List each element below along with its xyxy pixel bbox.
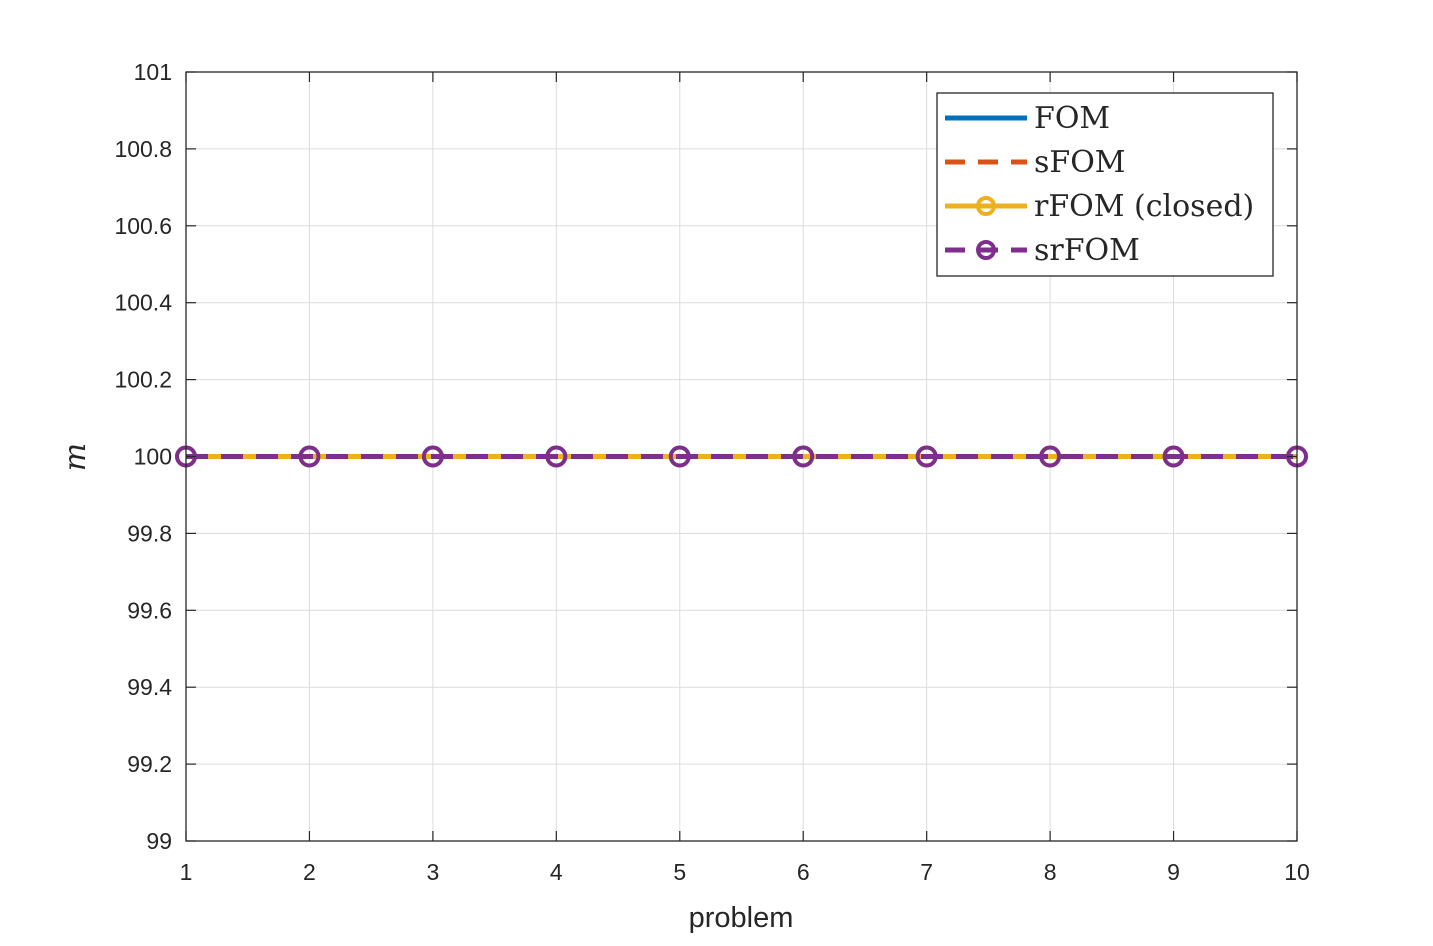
x-tick-label: 9 [1167, 859, 1180, 885]
series-point [668, 445, 691, 468]
series-point [298, 445, 321, 468]
y-tick-label: 100.8 [114, 136, 172, 162]
y-tick-label: 100.6 [114, 213, 172, 239]
y-tick-label: 101 [134, 59, 172, 85]
legend-swatch-marker [976, 196, 996, 216]
y-tick-label: 99 [146, 828, 172, 854]
y-tick-label: 99.8 [127, 520, 172, 546]
y-tick-label: 99.6 [127, 597, 172, 623]
legend-label: srFOM [1034, 233, 1140, 268]
series-point [792, 445, 815, 468]
x-tick-label: 8 [1044, 859, 1057, 885]
x-axis-label: problem [689, 902, 794, 934]
legend-swatch-marker [976, 240, 996, 260]
legend: FOM sFOM rFOM (closed) srFOM [936, 92, 1274, 277]
y-tick-label: 99.4 [127, 674, 172, 700]
legend-label: rFOM (closed) [1034, 189, 1254, 224]
y-tick-label: 100 [134, 444, 172, 470]
x-tick-label: 6 [797, 859, 810, 885]
x-tick-label: 2 [303, 859, 316, 885]
x-tick-label: 1 [180, 859, 193, 885]
x-tick-label: 4 [550, 859, 563, 885]
y-tick-label: 100.2 [114, 367, 172, 393]
series-point [421, 445, 444, 468]
series-point [545, 445, 568, 468]
x-tick-label: 5 [673, 859, 686, 885]
series-point [1039, 445, 1062, 468]
x-tick-label: 3 [426, 859, 439, 885]
y-axis-label: m [58, 443, 93, 471]
x-tick-label: 10 [1284, 859, 1310, 885]
y-tick-labels: 99 99.2 99.4 99.6 99.8 100 100.2 100.4 100.6 100.… [114, 59, 172, 854]
y-tick-label: 99.2 [127, 751, 172, 777]
series-point [915, 445, 938, 468]
legend-label: sFOM [1034, 145, 1126, 180]
y-tick-label: 100.4 [114, 290, 172, 316]
x-tick-labels: 1 2 3 4 5 6 7 8 9 10 [180, 859, 1310, 885]
x-tick-label: 7 [920, 859, 933, 885]
legend-label: FOM [1034, 101, 1110, 136]
series-point [1162, 445, 1185, 468]
ticks [185, 71, 1298, 842]
